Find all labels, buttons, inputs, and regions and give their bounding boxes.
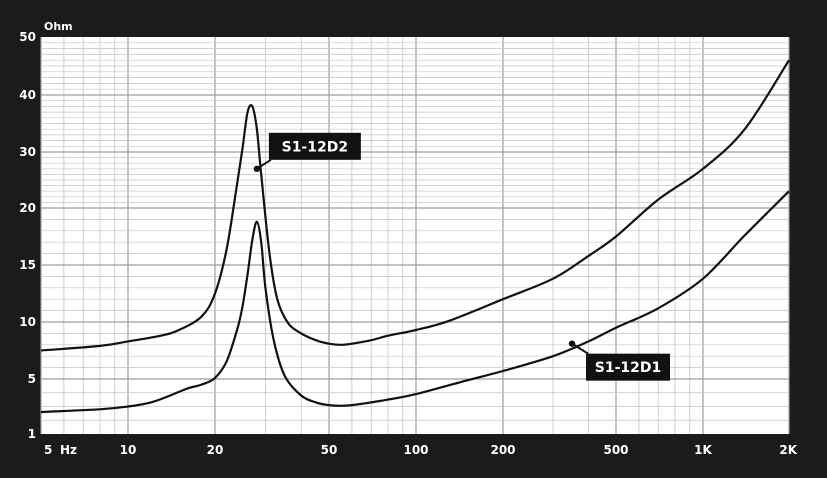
callout-box-s1-12d1 <box>586 353 671 381</box>
series-line-s1-12d2 <box>40 59 790 352</box>
x-tick-label: 5 <box>44 443 52 457</box>
x-tick-label: 20 <box>207 443 224 457</box>
callout-box-s1-12d2 <box>268 132 361 160</box>
x-tick-label: 50 <box>321 443 338 457</box>
y-tick-label: 50 <box>19 30 36 44</box>
x-axis-unit-label: Hz <box>60 443 77 457</box>
callout-label-s1-12d2: S1-12D2 <box>282 139 348 155</box>
series-line-s1-12d1 <box>40 190 790 414</box>
y-tick-label: 1 <box>28 427 36 441</box>
y-tick-label: 30 <box>19 145 36 159</box>
series-callouts: S1-12D2 S1-12D1 <box>253 132 671 381</box>
y-tick-label: 40 <box>19 88 36 102</box>
series-lines <box>40 59 790 414</box>
x-tick-label: 1K <box>694 443 712 457</box>
plot-area <box>41 37 789 434</box>
y-tick-label: 5 <box>28 372 36 386</box>
x-tick-label: 2K <box>779 443 797 457</box>
y-axis-unit-label: Ohm <box>44 20 73 33</box>
x-tick-label: 200 <box>490 443 515 457</box>
y-tick-label: 10 <box>19 315 36 329</box>
x-tick-label: 500 <box>603 443 628 457</box>
x-tick-label: 10 <box>120 443 137 457</box>
y-tick-label: 15 <box>19 258 36 272</box>
y-tick-label: 20 <box>19 201 36 215</box>
callout-point-s1-12d2 <box>253 165 261 172</box>
x-tick-label: 100 <box>403 443 428 457</box>
callout-label-s1-12d1: S1-12D1 <box>595 360 661 376</box>
callout-point-s1-12d1 <box>568 340 576 347</box>
